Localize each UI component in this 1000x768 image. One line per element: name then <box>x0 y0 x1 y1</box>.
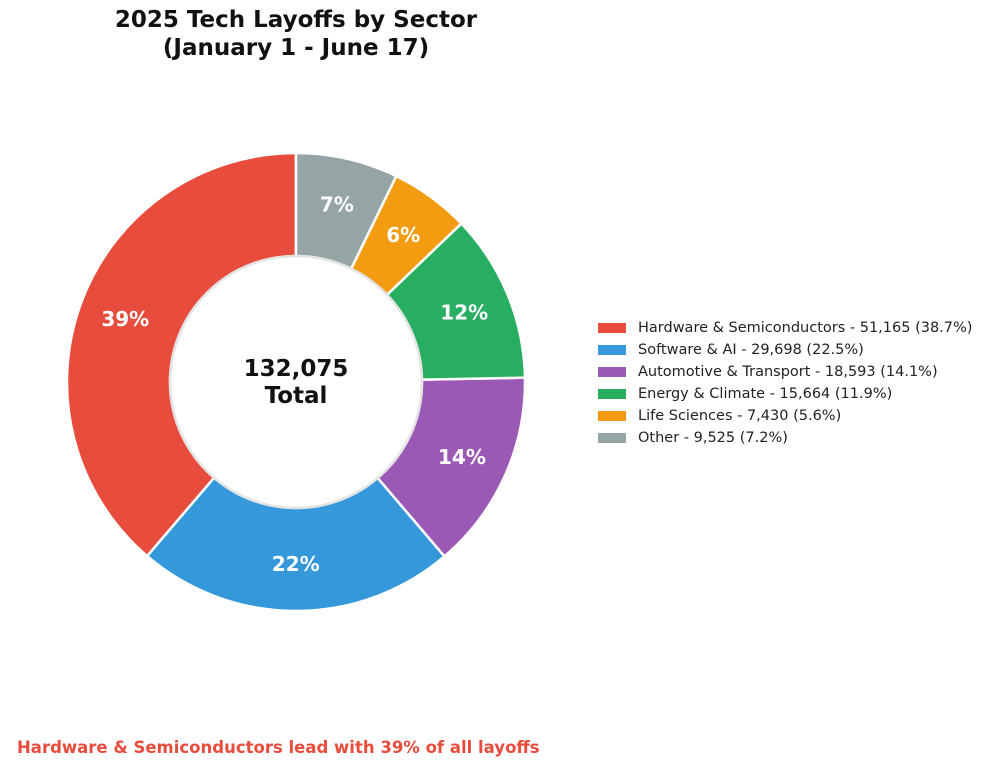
legend-swatch <box>598 411 626 421</box>
legend-label: Life Sciences - 7,430 (5.6%) <box>638 408 842 424</box>
legend-label: Energy & Climate - 15,664 (11.9%) <box>638 386 893 402</box>
legend-label: Automotive & Transport - 18,593 (14.1%) <box>638 364 938 380</box>
legend-item: Energy & Climate - 15,664 (11.9%) <box>598 383 998 405</box>
slice-percent-label: 22% <box>272 552 320 576</box>
chart-legend: Hardware & Semiconductors - 51,165 (38.7… <box>598 317 998 449</box>
donut-chart: 39% 22% 14% 12% 6% 7% 132,075 Total <box>65 151 527 613</box>
chart-title: 2025 Tech Layoffs by Sector (January 1 -… <box>46 6 546 62</box>
legend-item: Other - 9,525 (7.2%) <box>598 427 998 449</box>
legend-item: Software & AI - 29,698 (22.5%) <box>598 339 998 361</box>
footnote: Hardware & Semiconductors lead with 39% … <box>17 738 540 757</box>
legend-swatch <box>598 389 626 399</box>
legend-swatch <box>598 345 626 355</box>
slice-percent-label: 6% <box>386 223 420 247</box>
chart-title-line-1: 2025 Tech Layoffs by Sector <box>114 7 478 33</box>
legend-item: Hardware & Semiconductors - 51,165 (38.7… <box>598 317 998 339</box>
legend-item: Automotive & Transport - 18,593 (14.1%) <box>598 361 998 383</box>
legend-swatch <box>598 433 626 443</box>
slice-percent-label: 39% <box>101 307 149 331</box>
center-total-label: Total <box>265 383 328 409</box>
chart-title-line-2: (January 1 - June 17) <box>162 35 430 61</box>
legend-label: Other - 9,525 (7.2%) <box>638 430 788 446</box>
slice-percent-label: 12% <box>440 301 488 325</box>
legend-label: Software & AI - 29,698 (22.5%) <box>638 342 864 358</box>
donut-hole <box>168 254 424 510</box>
center-total-value: 132,075 <box>244 356 349 382</box>
legend-swatch <box>598 367 626 377</box>
slice-percent-label: 7% <box>320 193 354 217</box>
slice-percent-label: 14% <box>438 445 486 469</box>
legend-item: Life Sciences - 7,430 (5.6%) <box>598 405 998 427</box>
legend-swatch <box>598 323 626 333</box>
legend-label: Hardware & Semiconductors - 51,165 (38.7… <box>638 320 973 336</box>
